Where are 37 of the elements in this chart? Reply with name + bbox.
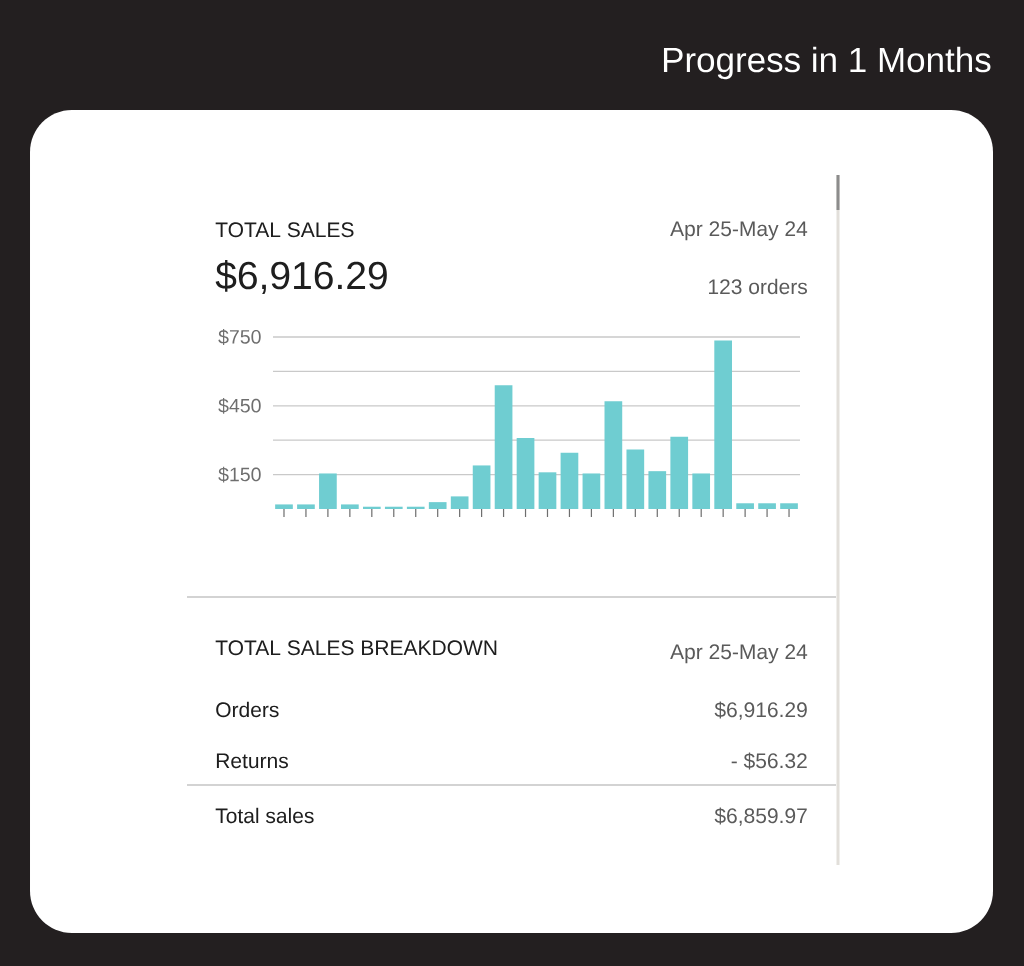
bar (494, 385, 513, 509)
text: - $56.32 (731, 752, 807, 770)
text: $6,916.29 (714, 701, 807, 720)
bar (560, 452, 579, 509)
text: Orders (216, 701, 279, 718)
text: Returns (216, 753, 288, 769)
bar (692, 473, 711, 509)
y-tick-label: $750 (218, 329, 261, 345)
text: Total sales (215, 807, 314, 824)
text: Progress in 1 Months (663, 46, 991, 80)
chart-title: TOTAL SALES (215, 222, 354, 238)
bar (626, 449, 645, 509)
bar (275, 504, 293, 509)
bar (428, 502, 447, 509)
bar (604, 401, 623, 509)
bar (714, 340, 733, 509)
bar (758, 503, 776, 509)
bar (472, 465, 491, 509)
bar (648, 471, 667, 509)
y-tick-label: $150 (218, 466, 261, 483)
chart-subtitle: $6,916.29 (215, 260, 387, 294)
bar (582, 473, 601, 509)
bar (319, 473, 337, 509)
bar (670, 436, 689, 509)
text: TOTAL SALES BREAKDOWN (215, 640, 497, 656)
bar (516, 437, 535, 509)
text: 123 orders (709, 278, 807, 295)
bar (780, 503, 798, 509)
bar (450, 496, 469, 509)
y-tick-label: $450 (218, 397, 261, 414)
text: Apr 25-May 24 (670, 221, 808, 241)
text: $6,859.97 (714, 807, 807, 826)
bar (538, 472, 557, 509)
bar (736, 503, 754, 509)
bar (341, 504, 359, 509)
text: Apr 25-May 24 (670, 644, 808, 664)
bar (297, 504, 315, 509)
